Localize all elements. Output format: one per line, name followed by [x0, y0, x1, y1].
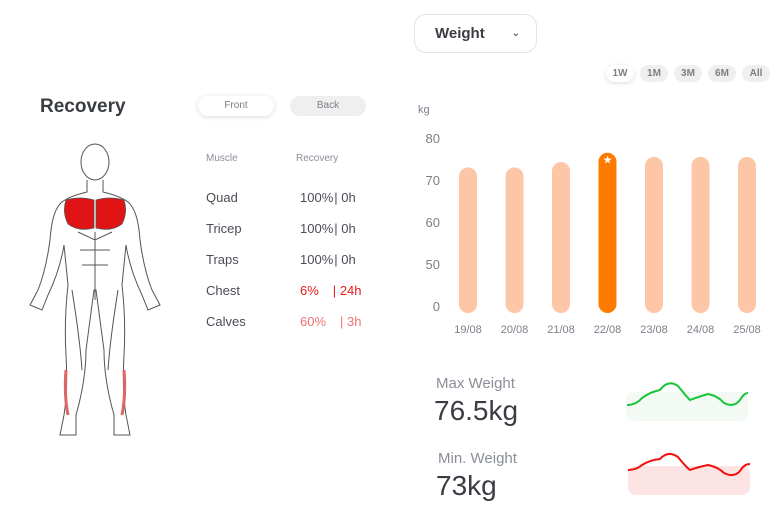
metric-dropdown-value: Weight [435, 25, 485, 42]
separator: | [340, 314, 344, 329]
weight-bar-chart: kg 0 50 60 70 80 19/08 20/08 21/08 ★ 22/08 23/08 24/… [418, 104, 761, 336]
separator: | [334, 190, 338, 205]
min-weight-sparkline [627, 453, 750, 495]
y-tick-label: 50 [426, 257, 440, 272]
body-figure [29, 143, 161, 436]
bar-23/08[interactable] [645, 156, 663, 313]
metric-dropdown[interactable]: Weight ⌄ [414, 14, 537, 53]
muscle-name: Traps [206, 252, 239, 267]
muscle-name: Chest [206, 283, 240, 298]
recovery-time: 0h [341, 190, 356, 205]
max-weight-value: 76.5kg [434, 395, 519, 426]
muscle-row[interactable]: Tricep 100%| 0h [206, 221, 376, 237]
recovery-percent: 100% [300, 221, 334, 236]
front-view-button[interactable]: Front [198, 96, 274, 116]
calf-muscle-highlight [63, 369, 127, 416]
muscle-name: Calves [206, 314, 246, 329]
max-weight-sparkline [626, 382, 749, 421]
x-tick-label: 25/08 [733, 324, 761, 336]
x-tick-label: 19/08 [454, 324, 482, 336]
bar-21/08[interactable] [552, 161, 570, 313]
recovery-percent: 6% [300, 283, 319, 298]
bar-22/08[interactable] [598, 152, 617, 313]
y-tick-label: 80 [426, 131, 440, 146]
recovery-value: 100%| 0h [300, 190, 356, 205]
recovery-percent: 100% [300, 190, 334, 205]
bar-20/08[interactable] [505, 167, 524, 313]
chest-muscle-highlight [64, 197, 126, 230]
muscle-name: Quad [206, 190, 238, 205]
min-weight-label: Min. Weight [438, 450, 517, 467]
muscle-column-header: Muscle [206, 153, 238, 164]
y-axis-unit: kg [418, 104, 430, 116]
x-tick-label: 23/08 [640, 324, 668, 336]
separator: | [334, 252, 338, 267]
recovery-time: 3h [347, 314, 362, 329]
x-tick-label: 20/08 [501, 324, 529, 336]
recovery-title: Recovery [40, 96, 126, 117]
recovery-value: 6% | 24h [300, 283, 362, 298]
recovery-percent: 60% [300, 314, 327, 329]
x-tick-label: 22/08 [594, 324, 622, 336]
range-all[interactable]: All [742, 65, 770, 82]
muscle-row[interactable]: Quad 100%| 0h [206, 190, 376, 206]
x-tick-label: 21/08 [547, 324, 575, 336]
back-view-button[interactable]: Back [290, 96, 366, 116]
range-1w[interactable]: 1W [606, 65, 634, 82]
star-icon: ★ [603, 155, 613, 167]
separator: | [334, 221, 338, 236]
muscle-row[interactable]: Chest 6% | 24h [206, 283, 376, 299]
recovery-value: 60% | 3h [300, 314, 362, 329]
range-1m[interactable]: 1M [640, 65, 668, 82]
bar-19/08[interactable] [459, 167, 477, 313]
recovery-percent: 100% [300, 252, 334, 267]
bar-24/08[interactable] [691, 156, 710, 313]
y-tick-label: 70 [426, 173, 440, 188]
recovery-time: 24h [339, 283, 362, 298]
muscle-name: Tricep [206, 221, 242, 236]
y-tick-label: 60 [426, 215, 440, 230]
y-tick-label: 0 [433, 299, 440, 314]
max-weight-label: Max Weight [436, 375, 515, 392]
separator: | [332, 283, 337, 298]
recovery-value: 100%| 0h [300, 252, 356, 267]
recovery-time: 0h [341, 221, 356, 236]
range-6m[interactable]: 6M [708, 65, 736, 82]
min-weight-value: 73kg [436, 470, 497, 501]
muscle-row[interactable]: Traps 100%| 0h [206, 252, 376, 268]
x-tick-label: 24/08 [687, 324, 715, 336]
chevron-down-icon: ⌄ [511, 28, 520, 39]
range-3m[interactable]: 3M [674, 65, 702, 82]
recovery-time: 0h [341, 252, 356, 267]
recovery-column-header: Recovery [296, 153, 339, 164]
muscle-row[interactable]: Calves 60% | 3h [206, 314, 376, 330]
recovery-value: 100%| 0h [300, 221, 356, 236]
bar-25/08[interactable] [738, 156, 756, 313]
